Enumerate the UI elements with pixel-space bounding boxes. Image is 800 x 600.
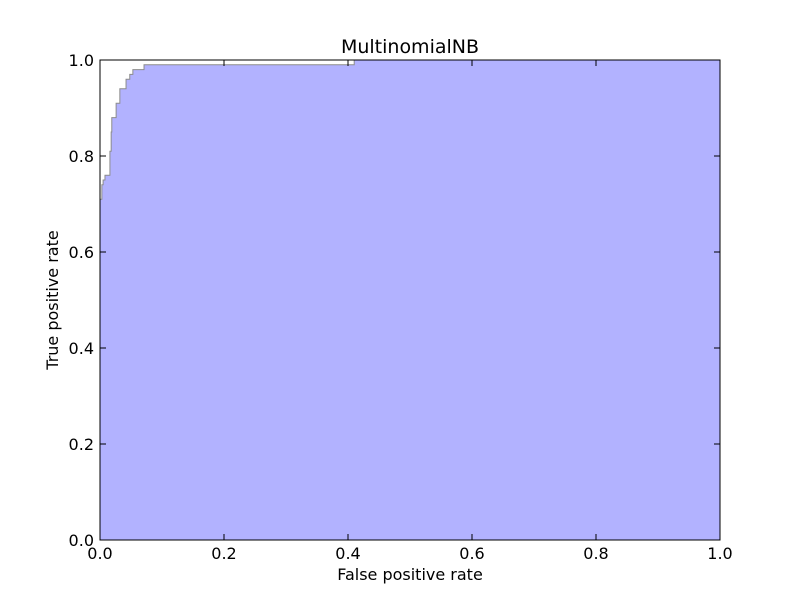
y-tick-label: 0.2	[69, 435, 94, 454]
plot-frame	[99, 59, 721, 541]
plot-area	[99, 59, 720, 540]
y-axis-label: True positive rate	[43, 230, 62, 370]
chart-title: MultinomialNB	[341, 36, 479, 58]
y-tick-label: 0.8	[69, 147, 94, 166]
x-axis-label: False positive rate	[337, 565, 483, 584]
axis-ticks: 0.0 0.2 0.4 0.6 0.8 1.0 0.0 0.2 0.4 0.6 0.8 1.0	[69, 51, 733, 563]
x-tick-label: 1.0	[707, 544, 732, 563]
y-tick-label: 0.6	[69, 243, 94, 262]
x-tick-label: 0.4	[335, 544, 360, 563]
y-tick-label: 1.0	[69, 51, 94, 70]
x-tick-label: 0.6	[459, 544, 484, 563]
x-tick-label: 0.8	[583, 544, 608, 563]
roc-area-fill	[100, 60, 720, 540]
roc-curve-line	[99, 59, 720, 540]
y-tick-label: 0.4	[69, 339, 94, 358]
x-tick-label: 0.0	[87, 544, 112, 563]
y-tick-label: 0.0	[69, 531, 94, 550]
x-tick-label: 0.2	[211, 544, 236, 563]
